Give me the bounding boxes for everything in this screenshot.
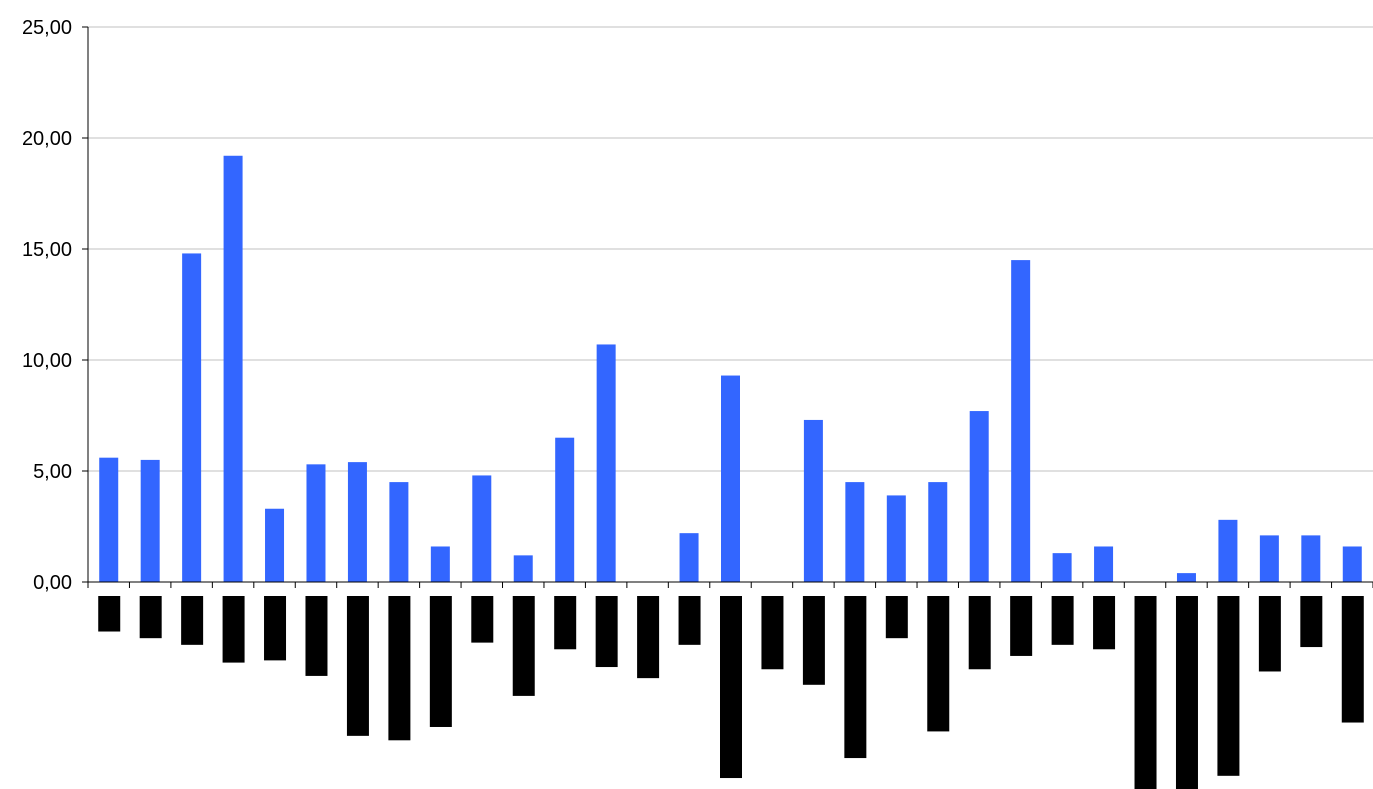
- bar-negative: [264, 596, 287, 661]
- bar-positive: [928, 482, 948, 582]
- y-tick-label: 5,00: [33, 461, 72, 483]
- gridlines: [88, 26, 1373, 472]
- bar-positive: [99, 457, 119, 582]
- bar-negative: [305, 596, 328, 676]
- bar-negative: [554, 596, 577, 650]
- y-tick-label: 10,00: [22, 350, 72, 372]
- bar-positive: [389, 482, 409, 582]
- bar-positive: [347, 462, 367, 582]
- bar-positive: [886, 495, 906, 582]
- bar-positive: [1176, 573, 1196, 582]
- bar-positive: [845, 482, 865, 582]
- bar-negative: [802, 596, 825, 685]
- bar-positive: [223, 155, 243, 582]
- bar-positive: [306, 464, 326, 582]
- bar-positive: [596, 344, 616, 582]
- bar-positive: [140, 459, 160, 582]
- bar-negative: [595, 596, 618, 668]
- bar-positive: [430, 546, 450, 582]
- bar-negative: [637, 596, 660, 679]
- bar-negative: [388, 596, 411, 741]
- bar-negative: [1341, 596, 1364, 723]
- bar-negative: [181, 596, 204, 645]
- bar-positive: [182, 253, 202, 582]
- bar-positive: [513, 555, 533, 582]
- positive-bars: [99, 155, 1362, 582]
- y-axis-tick-labels: 0,00 5,00 10,00 15,00 20,00 25,00: [22, 17, 72, 594]
- bar-positive: [1052, 553, 1072, 582]
- negative-bars: [98, 596, 1364, 789]
- bar-negative: [346, 596, 369, 736]
- bar-positive: [472, 475, 492, 582]
- bar-positive: [555, 437, 575, 582]
- bar-negative: [429, 596, 452, 727]
- bar-negative: [885, 596, 908, 639]
- bar-negative: [222, 596, 245, 663]
- axes: [87, 27, 1373, 588]
- bar-negative: [927, 596, 950, 732]
- bar-negative: [1093, 596, 1116, 650]
- bar-positive: [721, 375, 740, 582]
- bar-positive: [803, 419, 823, 582]
- bar-negative: [968, 596, 991, 670]
- bar-positive: [1259, 535, 1279, 582]
- bar-negative: [1134, 596, 1157, 789]
- bar-positive: [1342, 546, 1362, 582]
- y-tick-label: 15,00: [22, 239, 72, 261]
- bar-negative: [471, 596, 494, 643]
- bar-positive: [1094, 546, 1114, 582]
- bar-negative: [1175, 596, 1198, 789]
- bar-negative: [1258, 596, 1281, 672]
- bar-negative: [844, 596, 867, 759]
- bar-positive: [265, 508, 285, 582]
- y-tick-label: 20,00: [22, 128, 72, 150]
- bar-negative: [139, 596, 162, 639]
- bar-negative: [1010, 596, 1033, 656]
- bar-positive: [1011, 260, 1031, 582]
- y-tick-label: 25,00: [22, 17, 72, 39]
- bar-positive: [1301, 535, 1321, 582]
- bar-negative: [512, 596, 535, 696]
- bar-negative: [98, 596, 121, 632]
- bar-positive: [679, 533, 699, 582]
- bar-negative: [1300, 596, 1323, 648]
- bar-negative: [1217, 596, 1240, 776]
- bar-negative: [720, 596, 742, 779]
- bar-positive: [969, 411, 989, 582]
- bar-negative: [761, 596, 784, 670]
- bar-positive: [1218, 519, 1238, 582]
- y-tick-label: 0,00: [33, 572, 72, 594]
- bar-negative: [678, 596, 701, 645]
- y-axis-ticks: [82, 26, 88, 583]
- bar-negative: [1051, 596, 1074, 645]
